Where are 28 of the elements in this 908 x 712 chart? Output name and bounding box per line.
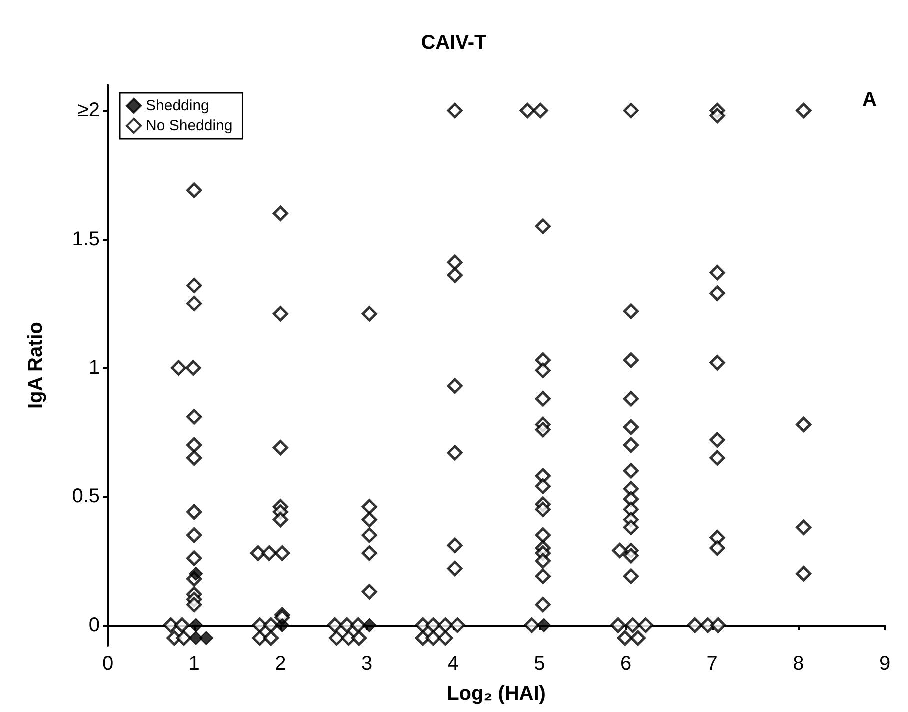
point: [275, 618, 290, 632]
point: [199, 631, 214, 646]
y-tick-label: 0.5: [72, 486, 100, 508]
x-tick-label: 0: [102, 653, 114, 675]
x-tick-label: 5: [534, 653, 546, 675]
x-tick-label: 6: [620, 653, 632, 675]
x-tick-label: 7: [706, 653, 718, 675]
x-tick-label: 9: [879, 653, 891, 675]
x-tick-label: 8: [793, 653, 804, 675]
y-tick-label: 1.5: [72, 228, 100, 250]
y-axis-title: IgA Ratio: [25, 322, 47, 410]
point: [189, 566, 204, 581]
chart-title: CAIV-T: [421, 32, 487, 54]
annotation: A: [862, 89, 878, 111]
x-axis-title: Log₂ (HAI): [447, 683, 546, 705]
y-tick-label: 0: [88, 614, 100, 636]
point: [362, 618, 377, 632]
legend-label: No Shedding: [146, 118, 233, 134]
x-tick-label: 2: [275, 653, 286, 675]
x-tick-label: 4: [448, 653, 459, 675]
point: [189, 618, 204, 632]
y-tick-label: ≥2: [78, 100, 100, 122]
x-tick-label: 1: [188, 653, 200, 675]
x-tick-label: 3: [361, 653, 373, 675]
legend-label: Shedding: [146, 98, 210, 114]
point: [189, 631, 204, 646]
y-tick-label: 1: [88, 357, 100, 380]
point: [536, 618, 551, 632]
